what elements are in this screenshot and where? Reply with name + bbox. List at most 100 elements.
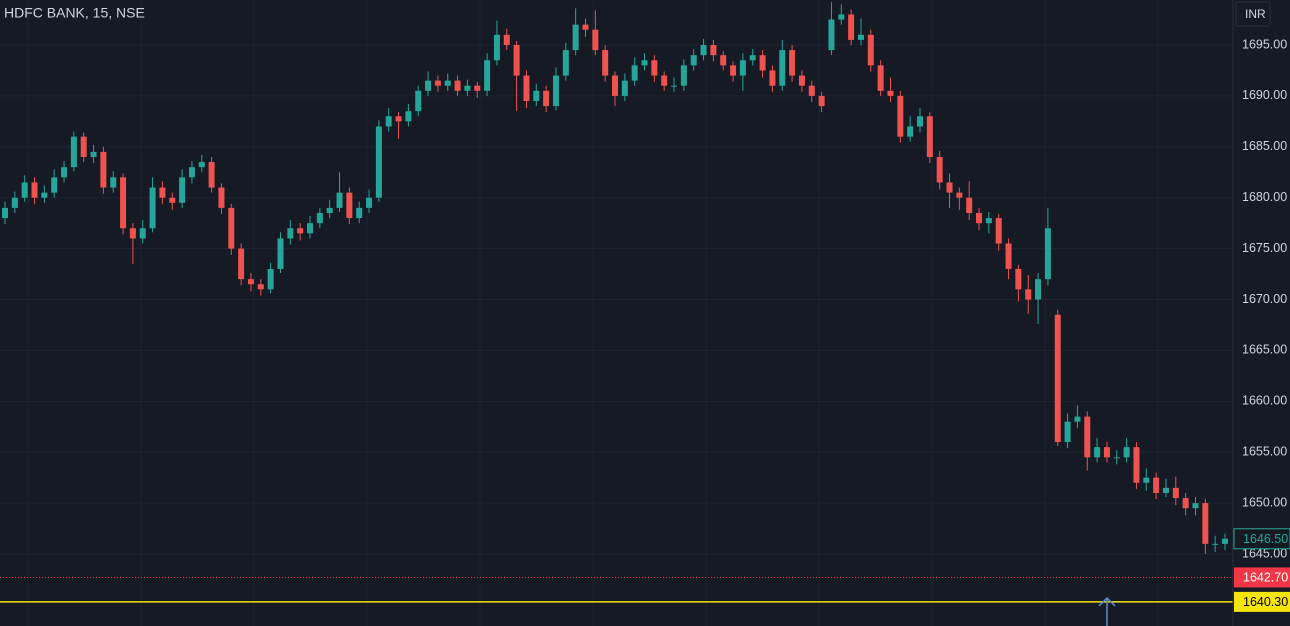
candle-body (838, 14, 845, 20)
candle-body (917, 116, 923, 127)
candle-body (474, 85, 481, 91)
candle-body (1074, 416, 1081, 422)
candle-body (671, 85, 678, 87)
y-tick-label: 1660.00 (1242, 394, 1287, 408)
candle-body (828, 19, 835, 51)
candle-body (316, 212, 323, 224)
price-label: 1642.70 (1243, 571, 1288, 585)
candle-body (375, 126, 382, 198)
candle-body (1182, 498, 1189, 509)
y-tick-label: 1665.00 (1242, 343, 1287, 357)
candle-body (120, 177, 127, 229)
candle-body (1212, 543, 1219, 545)
candle-body (690, 55, 697, 66)
y-tick-label: 1655.00 (1242, 445, 1287, 459)
candle-body (336, 192, 343, 208)
y-tick-label: 1675.00 (1242, 241, 1287, 255)
candle-body (779, 50, 786, 86)
currency-box (1235, 1, 1271, 27)
candle-body (257, 284, 264, 290)
candle-body (1192, 503, 1199, 509)
candle-body (700, 44, 707, 56)
candle-body (1202, 503, 1209, 544)
y-tick-label: 1690.00 (1242, 88, 1287, 102)
candle-body (936, 156, 943, 183)
candle-body (484, 60, 491, 91)
candle-body (395, 116, 402, 122)
candle-body (680, 65, 687, 86)
candle-body (651, 60, 658, 76)
candle-body (966, 197, 973, 213)
price-badge (1234, 567, 1290, 588)
arrow (1098, 596, 1116, 626)
candle-body (159, 187, 166, 198)
candle-body (897, 95, 904, 137)
candle-body (907, 126, 914, 137)
candle-body (297, 228, 304, 234)
candle-body (631, 65, 638, 81)
grid (0, 0, 1233, 626)
candle-body (70, 136, 77, 168)
candle-body (415, 90, 422, 112)
candle-body (523, 75, 530, 101)
candle-body (218, 187, 225, 208)
candle-body (208, 162, 215, 188)
candle-body (1005, 243, 1012, 269)
candle-body (976, 212, 983, 224)
candle-body (198, 162, 205, 168)
candle-body (287, 228, 294, 239)
candle-body (434, 80, 441, 86)
candle-body (985, 218, 992, 224)
candle-body (946, 182, 953, 193)
price-badge (1233, 528, 1290, 550)
candle-body (129, 228, 136, 239)
candle-body (798, 75, 805, 86)
candle-body (1054, 314, 1061, 443)
y-tick-label: 1650.00 (1242, 495, 1287, 509)
candle-body (867, 34, 874, 66)
candle-body (179, 177, 186, 203)
candle-body (759, 55, 766, 71)
candle-body (710, 44, 717, 56)
candle-body (1035, 279, 1042, 300)
candle-body (425, 80, 432, 91)
candle-body (493, 34, 500, 61)
y-tick-label: 1670.00 (1242, 292, 1287, 306)
candle-body (1153, 477, 1160, 493)
y-tick-label: 1685.00 (1242, 139, 1287, 153)
candle-body (2, 207, 8, 219)
candle-body (562, 50, 569, 76)
candle-body (621, 80, 628, 96)
candle-body (405, 111, 412, 122)
candle-body (1172, 487, 1179, 499)
candle-body (572, 24, 579, 51)
candle-body (769, 70, 776, 86)
candle-body (149, 187, 156, 229)
candle-body (366, 197, 373, 208)
candle-body (356, 207, 363, 219)
candle-body (444, 80, 451, 86)
candles (0, 2, 1233, 603)
candle-body (848, 14, 855, 40)
candle-body (592, 29, 599, 51)
candle-body (51, 177, 58, 193)
candle-body (661, 75, 668, 86)
candle-body (552, 75, 559, 107)
candle-body (385, 116, 392, 127)
candle-body (641, 60, 648, 66)
price-badge (1234, 591, 1290, 612)
candle-body (503, 34, 510, 45)
candle-body (464, 85, 471, 91)
candle-body (857, 34, 864, 40)
y-tick-label: 1680.00 (1242, 190, 1287, 204)
candle-body (887, 90, 894, 96)
candle-body (877, 65, 884, 91)
candle-body (612, 75, 618, 96)
candle-body (307, 223, 313, 234)
candle-body (749, 55, 756, 61)
candle-body (110, 177, 117, 188)
candle-body (956, 192, 963, 198)
candle-body (188, 167, 195, 178)
price-axis: 1695.00 1690.00 1685.00 1680.00 1675.00 1670.… (1233, 37, 1290, 612)
